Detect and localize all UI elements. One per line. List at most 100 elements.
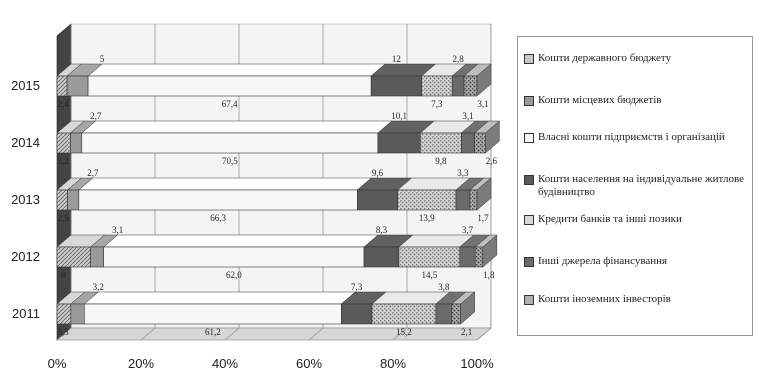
data-label: 66,3 [210,213,226,223]
data-label: 61,2 [205,327,221,337]
x-tick-label: 20% [128,356,154,371]
bar-segment [370,75,422,97]
data-label: 9,6 [372,168,384,178]
bar-end-face [476,63,492,97]
data-label: 2,1 [461,327,472,337]
gridline-floor [140,327,156,341]
data-label: 1,8 [483,270,495,280]
legend-item: Інші джерела фінансування [524,255,750,268]
data-label: 3,2 [57,156,68,166]
data-label: 5 [100,54,105,64]
bar-segment [419,132,462,154]
bar-segment [475,246,484,268]
bar-segment [455,189,471,211]
legend-label: Власні кошти підприємств і організацій [538,131,725,143]
data-label: 2,7 [90,111,102,121]
data-label: 7,3 [351,282,363,292]
bar-segment [371,303,437,325]
bar-segment [56,303,72,325]
bar-end-face [476,177,492,211]
data-label: 7,3 [431,99,443,109]
legend-label: Кредити банків та інші позики [538,213,682,225]
legend-label: Кошти іноземних інвесторів [538,293,671,305]
bar-segment [421,75,453,97]
y-tick-label: 2013 [11,192,40,207]
bar-top-face [78,177,372,191]
legend-swatch [524,175,534,185]
data-label: 3,7 [462,225,474,235]
bar-segment [56,132,71,154]
data-label: 3,1 [477,99,488,109]
legend-label: Кошти державного бюджету [538,52,672,64]
x-tick-label: 40% [212,356,238,371]
data-label: 2,8 [452,54,464,64]
y-tick-label: 2012 [11,249,40,264]
bar-end-face [460,291,475,325]
bar-segment [459,246,476,268]
chart-floor [56,327,492,341]
bar-segment [70,303,85,325]
data-label: 13,9 [419,213,435,223]
gridline-floor [476,327,492,341]
bar-top-face [83,291,357,305]
data-label: 10,1 [391,111,407,121]
data-label: 8 [61,270,66,280]
data-label: 3,1 [112,225,123,235]
data-label: 2,6 [486,156,498,166]
bar-segment [461,132,475,154]
bar-segment [103,246,365,268]
bar-segment [81,132,379,154]
legend-label: Кошти населення на індивідуальне житлове… [538,173,744,198]
bar-segment [90,246,104,268]
bar-segment [474,132,486,154]
x-tick-label: 0% [48,356,67,371]
gridline-floor [56,327,72,341]
bar-segment [469,189,478,211]
legend-item: Кошти місцевих бюджетів [524,94,750,107]
y-tick-label: 2014 [11,135,40,150]
data-label: 12 [392,54,401,64]
bar-segment [397,189,457,211]
bar-end-face [485,120,500,154]
legend-swatch [524,54,534,64]
data-label: 2,5 [57,213,69,223]
legend-label: Інші джерела фінансування [538,255,668,267]
bar-top-face [102,234,379,248]
bar-segment [56,246,91,268]
x-tick-label: 80% [380,356,406,371]
bar-segment [356,189,398,211]
bar-segment [377,132,421,154]
x-tick-label: 100% [460,356,494,371]
bar-segment [87,75,372,97]
legend-item: Кошти населення на індивідуальне житлове… [524,173,750,199]
bar-segment [463,75,478,97]
legend-swatch [524,295,534,305]
data-label: 3,2 [93,282,104,292]
bar-segment [84,303,342,325]
chart-legend: Кошти державного бюджету Кошти місцевих б… [517,36,753,336]
bar-top-face [81,120,393,134]
legend-item: Кредити банків та інші позики [524,213,750,226]
data-label: 2,4 [57,99,69,109]
data-label: 3,3 [457,168,469,178]
legend-swatch [524,96,534,106]
bar-segment [66,75,89,97]
legend-label: Кошти місцевих бюджетів [538,94,662,106]
gridline-floor [308,327,324,341]
bar-segment [451,75,465,97]
bar-top-face [87,63,386,77]
bar-segment [70,132,83,154]
y-tick-label: 2011 [12,306,40,321]
data-label: 3,3 [57,327,69,337]
legend-item: Власні кошти підприємств і організацій [524,131,750,144]
bar-segment [56,75,68,97]
data-label: 14,5 [421,270,437,280]
x-tick-label: 60% [296,356,322,371]
legend-item: Кошти державного бюджету [524,52,750,65]
bar-segment [56,189,68,211]
bar-segment [451,303,461,325]
bar-segment [78,189,358,211]
data-label: 2,7 [87,168,99,178]
data-label: 67,4 [222,99,238,109]
